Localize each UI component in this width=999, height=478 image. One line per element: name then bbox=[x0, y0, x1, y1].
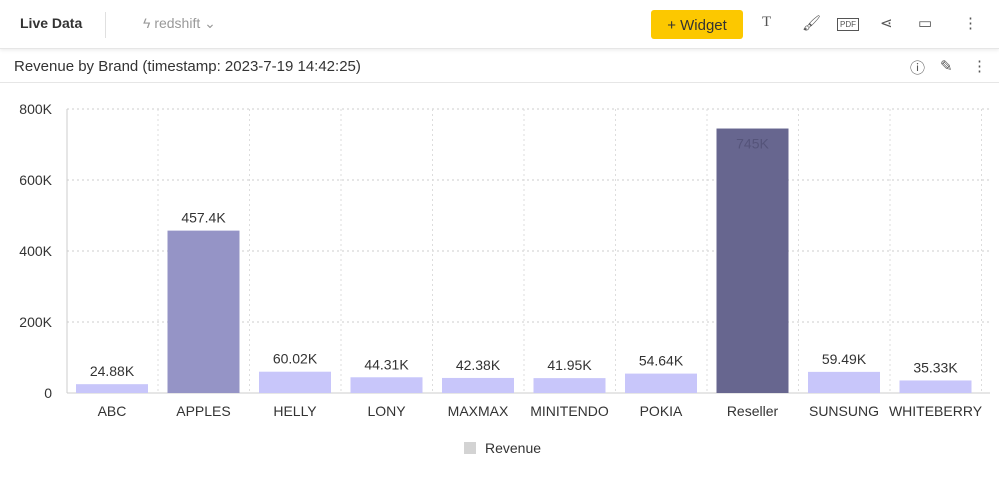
divider bbox=[105, 12, 106, 38]
data-label: 745K bbox=[736, 136, 769, 152]
x-tick-label: POKIA bbox=[640, 403, 683, 419]
data-label: 457.4K bbox=[181, 210, 226, 226]
data-label: 59.49K bbox=[822, 351, 867, 367]
y-tick-label: 0 bbox=[44, 385, 52, 401]
data-label: 44.31K bbox=[364, 356, 409, 372]
brush-icon[interactable]: 🖌︎ bbox=[802, 15, 822, 32]
x-tick-label: APPLES bbox=[176, 403, 230, 419]
data-label: 54.64K bbox=[639, 353, 684, 369]
data-label: 42.38K bbox=[456, 357, 501, 373]
bar[interactable] bbox=[533, 378, 606, 393]
x-tick-label: Reseller bbox=[727, 403, 779, 419]
chevron-down-icon: ⌄ bbox=[204, 15, 216, 31]
legend-swatch[interactable] bbox=[464, 442, 476, 454]
bar[interactable] bbox=[625, 373, 697, 393]
more-icon[interactable]: ⋮ bbox=[963, 15, 978, 32]
y-tick-label: 200K bbox=[19, 314, 52, 330]
y-tick-label: 600K bbox=[19, 172, 52, 188]
info-icon[interactable]: ⓘ bbox=[910, 60, 926, 77]
bar[interactable] bbox=[259, 371, 331, 393]
data-label: 60.02K bbox=[273, 351, 318, 367]
x-tick-label: ABC bbox=[98, 403, 127, 419]
datasource-label: redshift bbox=[154, 15, 201, 31]
widget-header: Revenue by Brand (timestamp: 2023-7-19 1… bbox=[0, 52, 999, 83]
data-label: 35.33K bbox=[913, 359, 958, 375]
x-tick-label: HELLY bbox=[273, 403, 317, 419]
widget-more-icon[interactable]: ⋮ bbox=[972, 58, 987, 75]
text-icon[interactable]: T bbox=[762, 14, 772, 30]
bar[interactable] bbox=[442, 377, 514, 393]
bar[interactable] bbox=[76, 384, 148, 393]
y-tick-label: 800K bbox=[19, 101, 52, 117]
bar[interactable] bbox=[167, 230, 240, 393]
add-widget-button[interactable]: + Widget bbox=[651, 10, 743, 39]
share-icon[interactable]: ⋖ bbox=[880, 15, 893, 32]
x-tick-label: LONY bbox=[367, 403, 406, 419]
datasource-select[interactable]: ϟ redshift ⌄ bbox=[143, 15, 216, 32]
legend-label[interactable]: Revenue bbox=[485, 440, 541, 456]
x-tick-label: WHITEBERRY bbox=[889, 403, 983, 419]
bolt-icon: ϟ bbox=[143, 15, 155, 31]
x-tick-label: MAXMAX bbox=[448, 403, 509, 419]
data-label: 41.95K bbox=[547, 357, 592, 373]
y-tick-label: 400K bbox=[19, 243, 52, 259]
bar[interactable] bbox=[350, 377, 423, 393]
bar[interactable] bbox=[899, 380, 972, 393]
bar[interactable] bbox=[808, 371, 880, 393]
x-tick-label: MINITENDO bbox=[530, 403, 609, 419]
top-bar: Live Data ϟ redshift ⌄ + Widget T 🖌︎ PDF… bbox=[0, 0, 999, 49]
edit-icon[interactable]: ✎ bbox=[940, 58, 953, 75]
bar[interactable] bbox=[716, 128, 789, 393]
monitor-icon[interactable]: ▭ bbox=[918, 15, 933, 32]
pdf-icon[interactable]: PDF bbox=[837, 18, 859, 31]
widget-title: Revenue by Brand (timestamp: 2023-7-19 1… bbox=[14, 58, 361, 75]
data-label: 24.88K bbox=[90, 363, 135, 379]
x-tick-label: SUNSUNG bbox=[809, 403, 879, 419]
dashboard-title: Live Data bbox=[20, 15, 83, 31]
